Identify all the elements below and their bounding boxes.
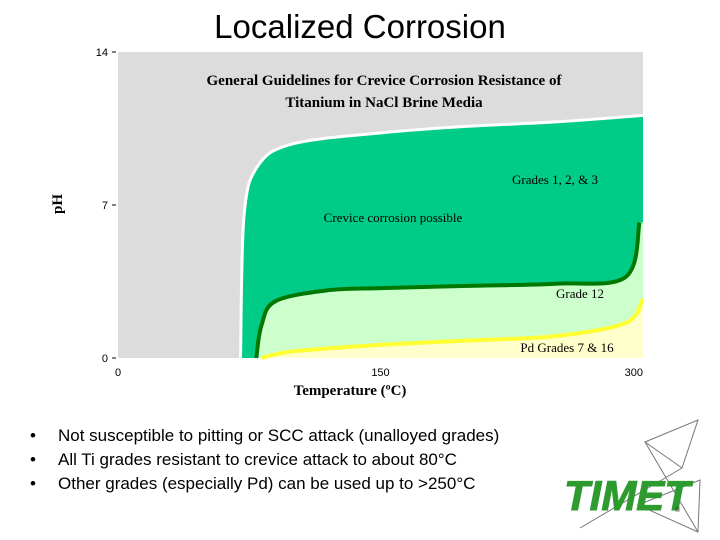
- chart-title-line-2: Titanium in NaCl Brine Media: [285, 95, 483, 111]
- logo-triangle-top: [643, 419, 699, 469]
- chart-ticks: 0 7 14 0 150 300: [96, 47, 643, 379]
- x-tick-label: 0: [115, 367, 121, 379]
- bullet-text: All Ti grades resistant to crevice attac…: [58, 450, 457, 469]
- bullet-marker: •: [30, 426, 36, 445]
- region-pd-grades: [261, 299, 643, 358]
- region-grade-12: [256, 222, 643, 358]
- y-tick-label: 0: [102, 353, 108, 365]
- bullet-marker: •: [30, 450, 36, 469]
- y-tick-label: 7: [102, 200, 108, 212]
- bullet-list: • Not susceptible to pitting or SCC attac…: [30, 424, 499, 496]
- series-label-grades-1-2-3: Grades 1, 2, & 3: [512, 172, 598, 187]
- bullet-text: Not susceptible to pitting or SCC attack…: [58, 426, 500, 445]
- y-axis-label: pH: [50, 193, 66, 214]
- chart-lines: [239, 113, 645, 360]
- y-tick-label: 14: [96, 47, 108, 59]
- bullet-item: • Other grades (especially Pd) can be use…: [30, 472, 499, 496]
- annotation-crevice-corrosion: Crevice corrosion possible: [324, 210, 463, 225]
- registered-mark: ®: [675, 506, 681, 514]
- logo-triangle-bottom: [636, 479, 701, 533]
- x-tick-label: 300: [625, 367, 643, 379]
- x-tick-label: 150: [371, 367, 389, 379]
- x-axis-label: Temperature (ºC): [293, 383, 407, 399]
- logo-text: TIMET: [564, 472, 693, 519]
- series-label-pd-grades: Pd Grades 7 & 16: [520, 340, 614, 355]
- boundary-line-grade-12: [254, 222, 642, 359]
- bullet-text: Other grades (especially Pd) can be used…: [58, 474, 476, 493]
- boundary-line-pd-grades: [261, 297, 645, 360]
- bullet-item: • All Ti grades resistant to crevice atta…: [30, 448, 499, 472]
- chart-regions: [240, 115, 643, 359]
- bullet-item: • Not susceptible to pitting or SCC attac…: [30, 424, 499, 448]
- series-label-grade-12: Grade 12: [556, 286, 604, 301]
- bullet-marker: •: [30, 474, 36, 493]
- boundary-line-grades-1-2-3: [239, 113, 644, 359]
- chart-title-line-1: General Guidelines for Crevice Corrosion…: [207, 73, 563, 89]
- slide-title: Localized Corrosion: [214, 8, 506, 45]
- timet-logo: TIMET ®: [564, 419, 701, 533]
